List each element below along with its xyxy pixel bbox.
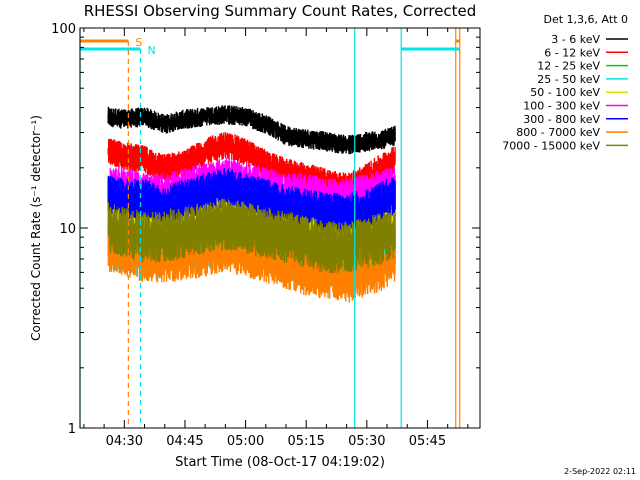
- legend-entry-label: 100 - 300 keV: [523, 100, 600, 113]
- x-tick-label: 05:45: [409, 434, 446, 449]
- footer-timestamp: 2-Sep-2022 02:11: [564, 467, 636, 476]
- y-tick-label: 10: [59, 222, 76, 237]
- x-tick-label: 05:15: [287, 434, 324, 449]
- series-line: [107, 105, 396, 155]
- y-tick-label: 1: [68, 422, 76, 437]
- chart-title: RHESSI Observing Summary Count Rates, Co…: [84, 2, 477, 20]
- legend-entry-label: 300 - 800 keV: [523, 113, 600, 126]
- plot-area: SN 04:30 04:45 05:00 05:15 05:30 05:45 1 10 100: [51, 22, 481, 449]
- x-tick-label: 04:45: [166, 434, 203, 449]
- x-tick-label: 05:00: [227, 434, 264, 449]
- x-tick-label: 04:30: [106, 434, 143, 449]
- x-tick-label: 05:30: [348, 434, 385, 449]
- legend-entry-label: 7000 - 15000 keV: [502, 139, 600, 152]
- legend-entry-label: 800 - 7000 keV: [516, 126, 600, 139]
- y-axis-label: Corrected Count Rate (s⁻¹ detector⁻¹): [29, 115, 43, 341]
- legend-entry-label: 3 - 6 keV: [551, 33, 600, 46]
- legend-entry-label: 12 - 25 keV: [537, 60, 600, 73]
- x-axis-label: Start Time (08-Oct-17 04:19:02): [175, 455, 385, 470]
- legend-entry-label: 6 - 12 keV: [544, 46, 600, 59]
- y-tick-label: 100: [51, 22, 76, 37]
- annotation-label: S: [135, 36, 142, 49]
- legend-entry-label: 25 - 50 keV: [537, 73, 600, 86]
- legend-entry-label: 50 - 100 keV: [530, 86, 600, 99]
- series-line: [107, 168, 396, 232]
- legend-title: Det 1,3,6, Att 0: [544, 13, 628, 26]
- annotation-label: N: [147, 44, 155, 57]
